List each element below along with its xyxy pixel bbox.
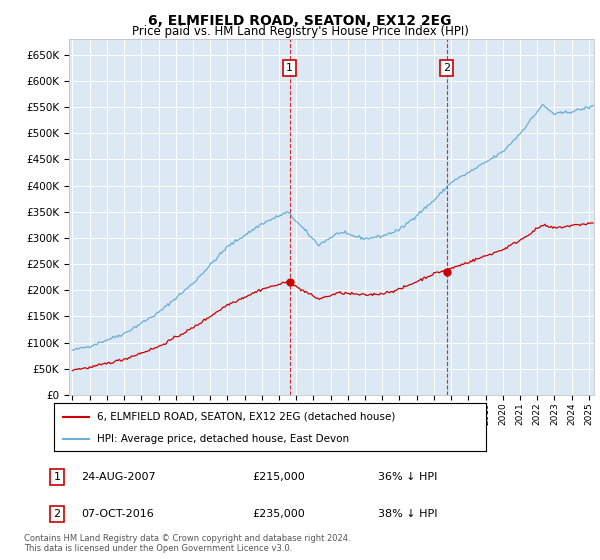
Text: 36% ↓ HPI: 36% ↓ HPI xyxy=(378,472,437,482)
Text: 24-AUG-2007: 24-AUG-2007 xyxy=(81,472,155,482)
Text: 38% ↓ HPI: 38% ↓ HPI xyxy=(378,509,437,519)
Text: HPI: Average price, detached house, East Devon: HPI: Average price, detached house, East… xyxy=(97,434,349,444)
Text: 6, ELMFIELD ROAD, SEATON, EX12 2EG: 6, ELMFIELD ROAD, SEATON, EX12 2EG xyxy=(148,14,452,28)
Text: £215,000: £215,000 xyxy=(252,472,305,482)
Text: 2: 2 xyxy=(443,63,451,73)
Text: Price paid vs. HM Land Registry's House Price Index (HPI): Price paid vs. HM Land Registry's House … xyxy=(131,25,469,38)
Text: Contains HM Land Registry data © Crown copyright and database right 2024.
This d: Contains HM Land Registry data © Crown c… xyxy=(24,534,350,553)
Text: 07-OCT-2016: 07-OCT-2016 xyxy=(81,509,154,519)
Text: 1: 1 xyxy=(286,63,293,73)
Text: 6, ELMFIELD ROAD, SEATON, EX12 2EG (detached house): 6, ELMFIELD ROAD, SEATON, EX12 2EG (deta… xyxy=(97,412,395,422)
Text: 1: 1 xyxy=(53,472,61,482)
Text: £235,000: £235,000 xyxy=(252,509,305,519)
Text: 2: 2 xyxy=(53,509,61,519)
